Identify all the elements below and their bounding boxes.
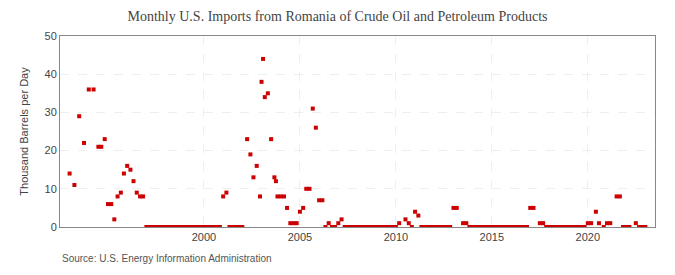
- svg-text:2000: 2000: [192, 231, 216, 243]
- svg-text:2015: 2015: [480, 231, 504, 243]
- svg-text:30: 30: [45, 106, 57, 118]
- svg-text:40: 40: [45, 68, 57, 80]
- svg-text:Source: U.S. Energy Informatio: Source: U.S. Energy Information Administ…: [62, 253, 272, 264]
- svg-text:2005: 2005: [288, 231, 312, 243]
- svg-text:Monthly U.S. Imports from Roma: Monthly U.S. Imports from Romania of Cru…: [128, 9, 548, 24]
- svg-text:20: 20: [45, 144, 57, 156]
- svg-text:Thousand Barrels per Day: Thousand Barrels per Day: [18, 67, 30, 196]
- svg-text:2010: 2010: [384, 231, 408, 243]
- svg-text:2020: 2020: [576, 231, 600, 243]
- svg-text:10: 10: [45, 183, 57, 195]
- svg-text:50: 50: [45, 30, 57, 42]
- svg-text:0: 0: [51, 221, 57, 233]
